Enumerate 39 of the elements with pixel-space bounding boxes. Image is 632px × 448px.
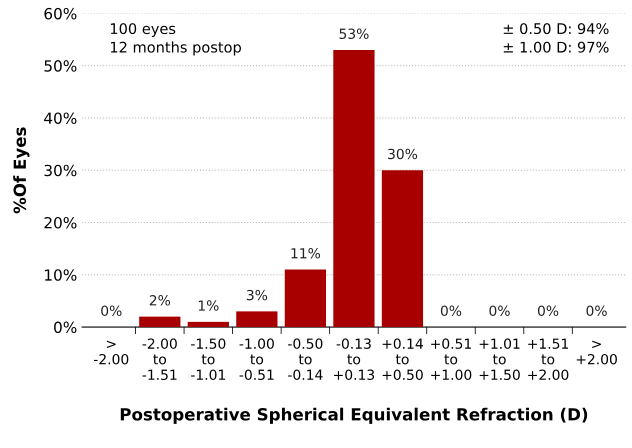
x-tick-label: +0.51 to +1.00 — [431, 338, 472, 380]
y-tick-label: 40% — [44, 112, 76, 124]
data-label: 0% — [538, 306, 558, 316]
y-tick-label: 30% — [44, 164, 76, 176]
bar — [382, 170, 424, 328]
bar — [284, 270, 326, 328]
y-tick-label: 20% — [44, 216, 76, 229]
data-label: 3% — [246, 290, 268, 300]
x-tick-label: +1.01 to +1.50 — [480, 338, 520, 380]
data-label: 0% — [101, 306, 122, 316]
x-tick-label: +0.14 to +0.50 — [382, 338, 423, 380]
x-tick-label: -0.50 to -0.14 — [288, 338, 323, 380]
x-tick-label: -1.50 to -1.01 — [191, 338, 226, 380]
annotation: 100 eyes 12 months postop — [110, 23, 241, 56]
y-tick-label: 0% — [54, 322, 76, 334]
data-label: 53% — [340, 28, 369, 39]
data-label: 1% — [198, 300, 219, 311]
bar — [139, 316, 180, 328]
bar — [188, 322, 229, 328]
data-label: 0% — [586, 306, 607, 316]
data-label: 0% — [440, 306, 462, 316]
data-label: 0% — [489, 306, 510, 316]
x-axis-title: Postoperative Spherical Equivalent Refraction (D) — [120, 408, 588, 424]
bar — [236, 311, 278, 328]
x-tick-label: +1.51 to +2.00 — [528, 338, 568, 380]
x-tick-label: > +2.00 — [576, 340, 617, 364]
x-tick-label: -0.13 to +0.13 — [334, 338, 374, 380]
x-tick-label: -2.00 to -1.51 — [142, 338, 177, 380]
annotation: ± 0.50 D: 94% ± 1.00 D: 97% — [504, 23, 609, 53]
y-axis-title: %Of Eyes — [13, 127, 30, 214]
y-tick-label: 10% — [45, 269, 76, 281]
y-tick-label: 50% — [44, 60, 76, 72]
x-tick-label: -1.00 to -0.51 — [240, 338, 274, 380]
y-tick-label: 60% — [44, 8, 76, 20]
data-label: 30% — [388, 148, 418, 160]
bar — [333, 50, 375, 328]
data-label: 11% — [291, 248, 320, 259]
x-tick-label: > -2.00 — [94, 340, 128, 364]
data-label: 2% — [150, 295, 170, 306]
